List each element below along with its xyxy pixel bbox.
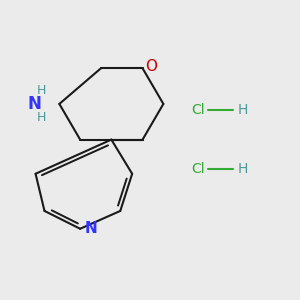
Text: Cl: Cl (192, 103, 205, 117)
Text: H: H (37, 111, 46, 124)
Text: H: H (238, 162, 248, 176)
Text: H: H (37, 84, 46, 97)
Text: N: N (27, 95, 41, 113)
Text: N: N (84, 221, 97, 236)
Text: O: O (146, 59, 158, 74)
Text: Cl: Cl (192, 162, 205, 176)
Text: H: H (238, 103, 248, 117)
